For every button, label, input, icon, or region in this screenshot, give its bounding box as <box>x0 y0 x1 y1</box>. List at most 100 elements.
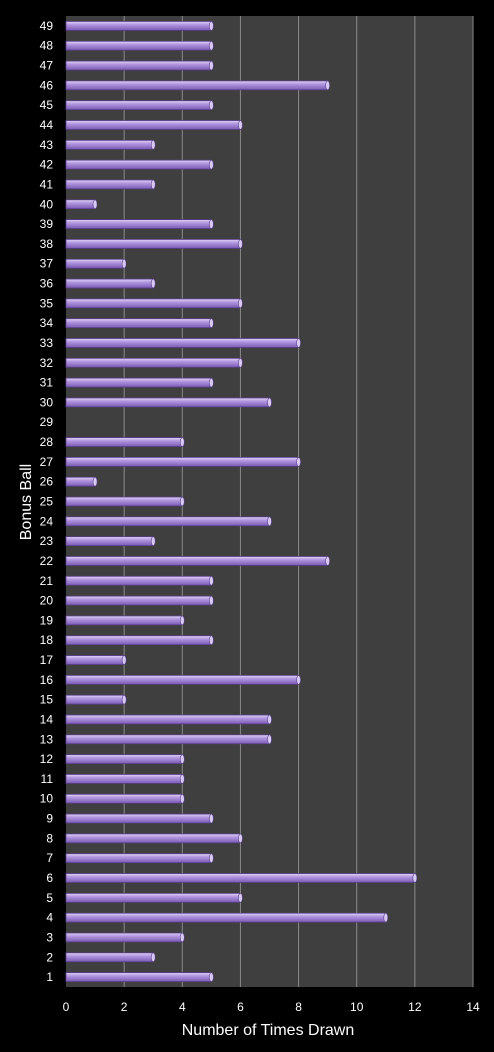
bar-ball-35 <box>65 298 241 309</box>
bar-cap-ball-9 <box>209 813 214 824</box>
y-tick-label: 12 <box>40 752 54 766</box>
y-tick-label: 7 <box>46 851 53 865</box>
bar-ball-18 <box>65 635 212 646</box>
bar-ball-1 <box>65 972 212 982</box>
bar-cap-ball-3 <box>179 932 185 943</box>
y-tick-label: 31 <box>40 376 54 390</box>
y-tick-label: 3 <box>46 930 53 944</box>
bar-ball-44 <box>65 120 241 130</box>
y-tick-label: 17 <box>40 653 54 667</box>
bar-cap-ball-43 <box>150 140 156 150</box>
y-tick-label: 44 <box>40 118 54 132</box>
y-tick-label: 15 <box>40 693 54 707</box>
bar-ball-2 <box>65 952 154 963</box>
bar-ball-11 <box>65 774 183 784</box>
y-tick-label: 43 <box>40 138 54 152</box>
bar-ball-25 <box>65 496 183 507</box>
bar-cap-ball-47 <box>209 60 214 71</box>
bar-cap-ball-26 <box>92 476 98 487</box>
bar-cap-ball-7 <box>209 853 214 863</box>
y-tick-label: 14 <box>40 712 54 726</box>
bar-cap-ball-8 <box>238 833 243 844</box>
bar-cap-ball-10 <box>179 793 185 804</box>
y-tick-label: 37 <box>40 257 54 271</box>
y-tick-label: 34 <box>40 316 54 330</box>
y-tick-label: 38 <box>40 237 54 251</box>
bar-cap-ball-32 <box>238 358 243 368</box>
x-tick-label: 0 <box>63 1000 70 1014</box>
y-tick-label: 19 <box>40 613 54 627</box>
y-tick-label: 6 <box>46 871 53 885</box>
y-tick-label: 13 <box>40 732 54 746</box>
x-tick-label: 12 <box>408 1000 422 1014</box>
bar-ball-7 <box>65 853 212 864</box>
bar-ball-49 <box>65 21 212 31</box>
bar-cap-ball-30 <box>267 397 272 408</box>
bar-cap-ball-38 <box>238 239 243 249</box>
y-tick-label: 24 <box>40 514 54 528</box>
bar-ball-27 <box>65 457 299 467</box>
bar-cap-ball-42 <box>209 159 214 170</box>
bar-cap-ball-31 <box>209 377 214 388</box>
y-tick-label: 25 <box>40 495 54 509</box>
bar-ball-5 <box>65 892 241 903</box>
bar-cap-ball-37 <box>121 258 127 269</box>
bar-cap-ball-5 <box>238 893 243 903</box>
bar-cap-ball-24 <box>267 516 272 527</box>
bar-ball-13 <box>65 734 270 745</box>
bar-cap-ball-28 <box>179 437 185 447</box>
bar-ball-15 <box>65 694 125 705</box>
bar-cap-ball-19 <box>179 615 185 626</box>
bar-cap-ball-49 <box>209 21 214 31</box>
y-tick-label: 36 <box>40 277 54 291</box>
y-tick-label: 48 <box>40 39 54 53</box>
y-tick-label: 26 <box>40 475 54 489</box>
bar-ball-33 <box>65 338 299 348</box>
bar-ball-30 <box>65 397 270 408</box>
bar-cap-ball-17 <box>121 655 127 665</box>
y-tick-label: 20 <box>40 594 54 608</box>
y-tick-label: 41 <box>40 177 54 191</box>
bar-cap-ball-4 <box>383 912 389 923</box>
bar-ball-31 <box>65 377 212 388</box>
bar-ball-9 <box>65 813 212 824</box>
bar-ball-47 <box>65 60 212 71</box>
y-tick-label: 47 <box>40 59 54 73</box>
y-tick-label: 29 <box>40 415 54 429</box>
bar-ball-39 <box>65 219 212 229</box>
bar-cap-ball-18 <box>209 635 214 645</box>
bar-ball-36 <box>65 278 154 289</box>
bar-cap-ball-41 <box>150 179 156 190</box>
bar-ball-42 <box>65 159 212 170</box>
y-tick-label: 49 <box>40 19 54 33</box>
bar-ball-34 <box>65 318 212 329</box>
bar-ball-38 <box>65 239 241 249</box>
y-tick-label: 28 <box>40 435 54 449</box>
y-tick-label: 8 <box>46 831 53 845</box>
y-tick-label: 9 <box>46 812 53 826</box>
x-tick-label: 4 <box>179 1000 186 1014</box>
bar-ball-14 <box>65 714 270 725</box>
bar-cap-ball-33 <box>296 338 301 348</box>
y-tick-label: 35 <box>40 296 54 310</box>
y-tick-label: 11 <box>41 772 54 786</box>
y-tick-label: 42 <box>40 158 54 172</box>
y-tick-label: 10 <box>40 792 54 806</box>
y-tick-label: 32 <box>40 356 54 370</box>
bar-ball-8 <box>65 833 241 844</box>
y-tick-label: 40 <box>40 197 54 211</box>
bar-ball-21 <box>65 575 212 586</box>
y-tick-label: 45 <box>40 98 54 112</box>
y-tick-label: 5 <box>46 891 53 905</box>
bar-ball-24 <box>65 516 270 527</box>
bar-cap-ball-16 <box>296 675 301 685</box>
bars-group <box>65 21 418 982</box>
y-tick-label: 46 <box>40 78 54 92</box>
y-axis-title: Bonus Ball <box>18 464 35 541</box>
y-tick-label: 18 <box>40 633 54 647</box>
bar-cap-ball-44 <box>238 120 243 130</box>
x-tick-label: 10 <box>350 1000 364 1014</box>
bar-cap-ball-1 <box>209 972 214 982</box>
y-tick-label: 21 <box>40 574 54 588</box>
